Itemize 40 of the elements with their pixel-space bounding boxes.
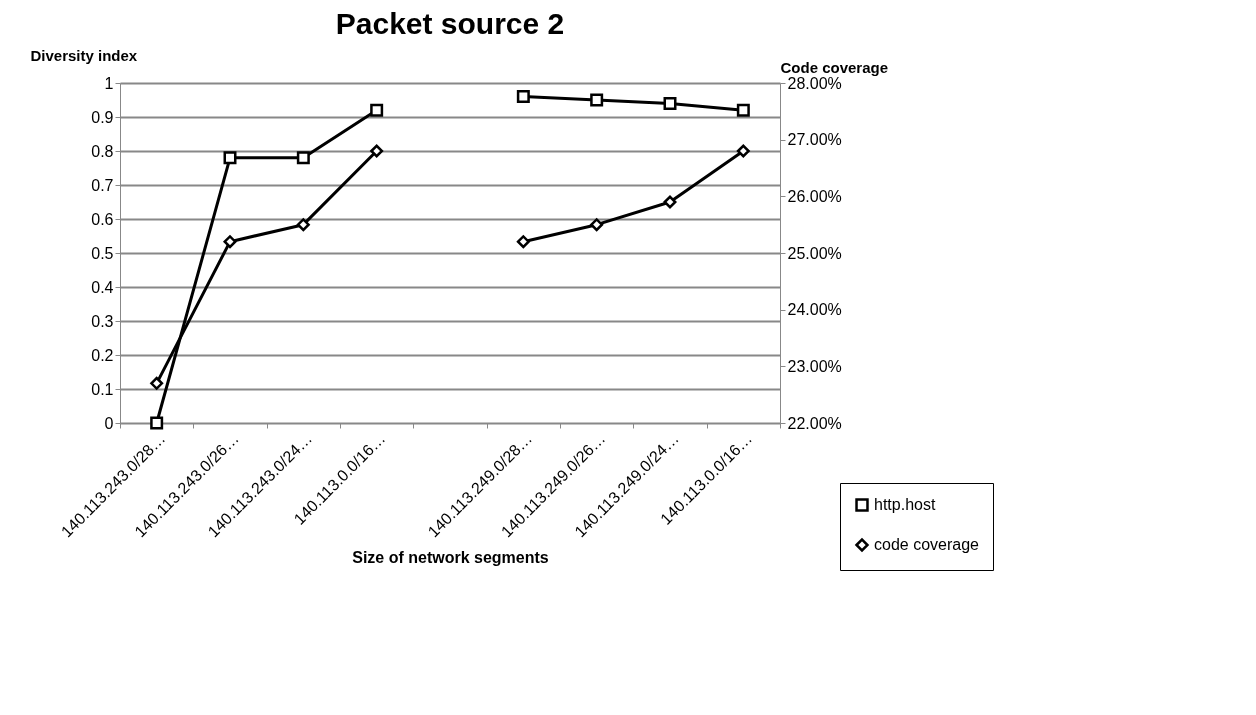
y-tick-label: 0.4 [91,278,114,296]
point [150,416,164,430]
point [516,235,530,249]
y-tick-label: 0.7 [91,176,114,194]
y-tick-label: 0.8 [91,142,114,160]
point [590,93,604,107]
legend-label: code coverage [874,536,980,553]
y-tick-label: 0.3 [91,312,114,330]
y2-axis-title: Code coverage [780,58,889,76]
point [736,144,750,158]
point [223,235,237,249]
point [736,103,750,117]
y-axis-title: Diversity index [30,46,138,64]
y2-tick-label: 26.00% [787,187,842,205]
y-tick-label: 0.5 [91,244,114,262]
y-tick-label: 1 [104,74,114,92]
point [590,218,604,232]
point [370,144,384,158]
y2-tick-label: 28.00% [787,74,842,92]
point [223,151,237,165]
y2-tick-label: 23.00% [787,357,842,375]
y-tick-label: 0.1 [91,380,114,398]
point [516,90,530,104]
legend-label: http.host [874,496,936,513]
y2-tick-label: 24.00% [787,301,842,319]
point [150,376,164,390]
y-tick-label: 0 [104,414,114,432]
point [370,103,384,117]
point [663,195,677,209]
chart-title: Packet source 2 [335,7,565,40]
y2-tick-label: 25.00% [787,244,842,262]
y-tick-label: 0.6 [91,210,114,228]
y2-tick-label: 27.00% [787,131,842,149]
y-tick-label: 0.9 [91,108,114,126]
y-tick-label: 0.2 [91,346,114,364]
x-axis-title: Size of network segments [352,549,549,567]
point [296,151,310,165]
point [296,218,310,232]
y2-tick-label: 22.00% [787,414,842,432]
point [663,96,677,110]
